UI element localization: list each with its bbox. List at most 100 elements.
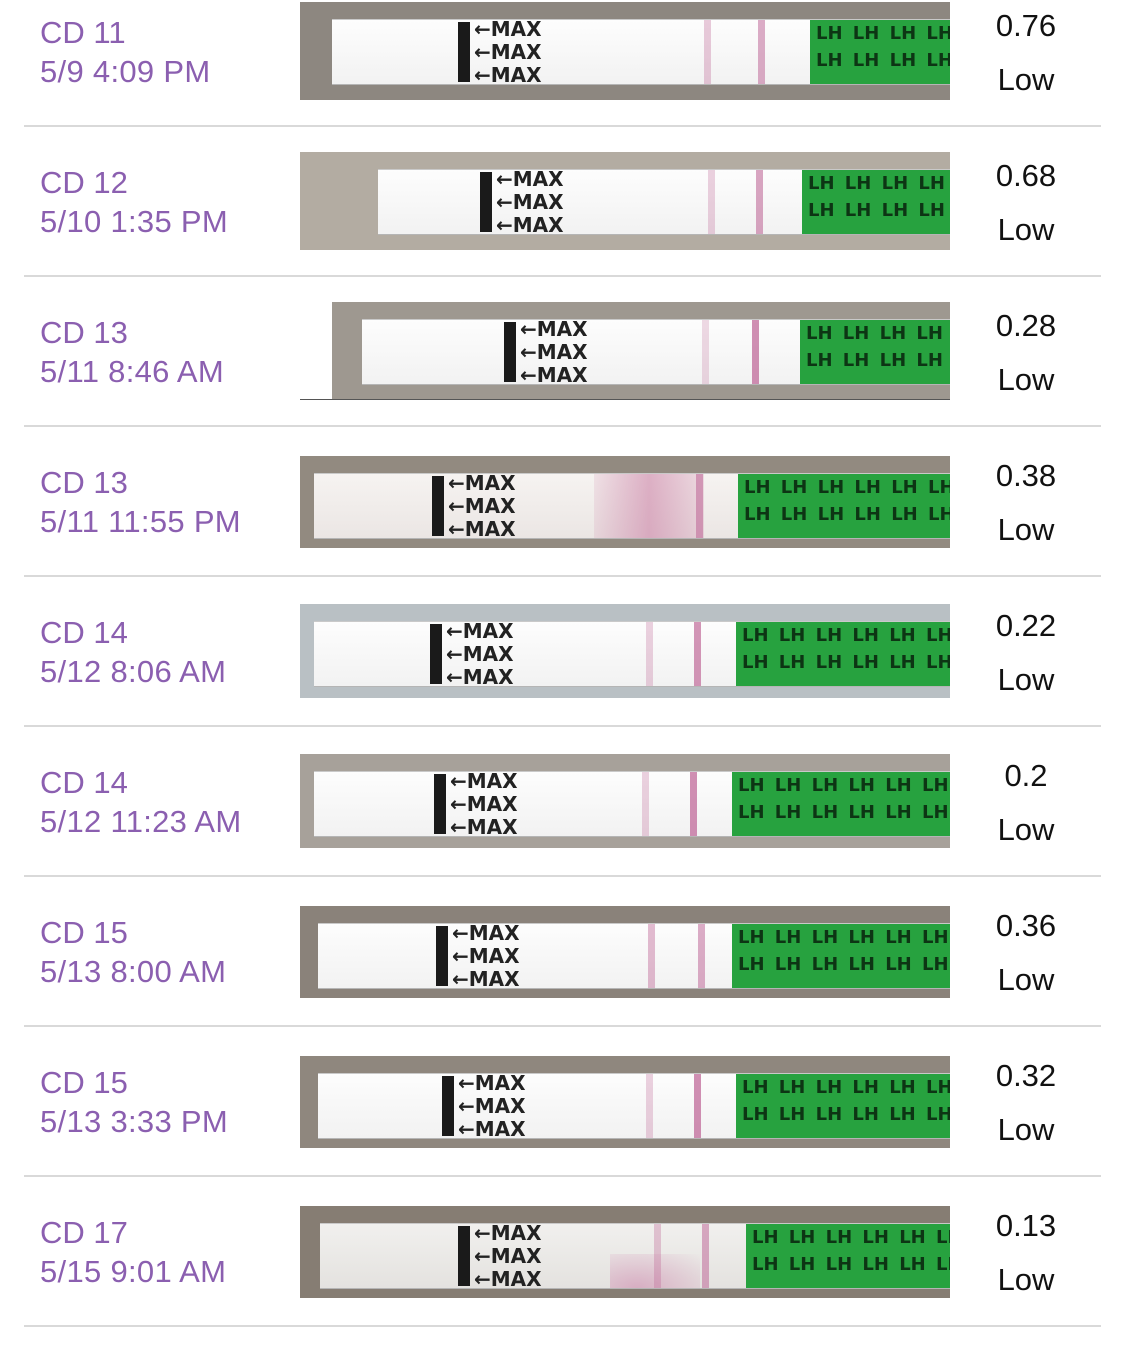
row-divider — [24, 875, 1101, 877]
lh-label: LH LH LH LH LH LH — [806, 350, 950, 371]
test-strip-photo[interactable]: ←MAX ←MAX ←MAX LH LH LH LH LH LH LH LH L… — [300, 906, 950, 998]
lh-label: LH LH LH LH LH LH — [738, 927, 949, 948]
cycle-day: CD 11 — [40, 15, 126, 50]
list-item[interactable]: CD 11 5/9 4:09 PM ←MAX ←MAX ←MAX LH LH L… — [0, 0, 1125, 150]
cycle-day: CD 14 — [40, 765, 128, 800]
lh-level: Low — [997, 812, 1055, 847]
max-label: ←MAX — [474, 40, 542, 64]
test-time: 5/9 4:09 PM — [40, 54, 211, 89]
row-divider — [24, 275, 1101, 277]
max-label: ←MAX — [474, 63, 542, 85]
lh-level: Low — [997, 362, 1055, 397]
list-item[interactable]: CD 13 5/11 11:55 PM ←MAX ←MAX ←MAX LH LH… — [0, 450, 1125, 600]
list-item[interactable]: CD 15 5/13 8:00 AM ←MAX ←MAX ←MAX LH LH … — [0, 900, 1125, 1050]
lh-value: 0.68 — [995, 158, 1057, 193]
lh-label: LH LH LH LH LH LH — [738, 954, 949, 975]
list-item[interactable]: CD 15 5/13 3:33 PM ←MAX ←MAX ←MAX LH LH … — [0, 1050, 1125, 1200]
max-label: ←MAX — [496, 213, 564, 235]
lh-label: LH LH LH LH LH LH — [744, 477, 950, 498]
max-label: ←MAX — [452, 967, 520, 989]
max-label: ←MAX — [496, 169, 564, 191]
cycle-day: CD 14 — [40, 615, 128, 650]
max-label: ←MAX — [458, 1094, 526, 1118]
max-label: ←MAX — [474, 1244, 542, 1268]
lh-level: Low — [997, 962, 1055, 997]
test-time: 5/15 9:01 AM — [40, 1254, 227, 1289]
row-divider — [24, 725, 1101, 727]
max-label: ←MAX — [520, 340, 588, 364]
test-strip-photo[interactable]: ←MAX ←MAX ←MAX LH LH LH LH LH LH LH LH L… — [300, 456, 950, 548]
max-label: ←MAX — [450, 771, 518, 793]
test-strip-photo[interactable]: ←MAX ←MAX ←MAX LH LH LH LH LH LH LH LH L… — [300, 604, 950, 698]
lh-level: Low — [997, 1262, 1055, 1297]
lh-value: 0.76 — [995, 8, 1057, 43]
max-label: ←MAX — [446, 621, 514, 643]
lh-label: LH LH LH LH LH LH — [742, 652, 950, 673]
lh-label: LH LH LH LH LH LH — [752, 1254, 950, 1275]
max-label: ←MAX — [474, 1223, 542, 1245]
test-strip-photo[interactable]: ←MAX ←MAX ←MAX LH LH LH LH LH LH LH LH L… — [300, 1056, 950, 1148]
cycle-day: CD 15 — [40, 1065, 128, 1100]
test-time: 5/11 8:46 AM — [40, 354, 224, 389]
test-strip-photo[interactable]: ←MAX ←MAX ←MAX LH LH LH LH LH LH LH LH L… — [300, 2, 950, 100]
lh-label: LH LH LH LH LH LH — [808, 200, 950, 221]
max-label: ←MAX — [450, 792, 518, 816]
test-time: 5/12 11:23 AM — [40, 804, 242, 839]
lh-value: 0.32 — [995, 1058, 1057, 1093]
lh-label: LH LH LH LH LH LH — [816, 23, 950, 44]
lh-value: 0.13 — [995, 1208, 1057, 1243]
cycle-day: CD 13 — [40, 315, 128, 350]
test-strip-photo[interactable]: ←MAX ←MAX ←MAX LH LH LH LH LH LH LH LH L… — [300, 1206, 950, 1298]
list-item[interactable]: CD 14 5/12 8:06 AM ←MAX ←MAX ←MAX LH LH … — [0, 600, 1125, 750]
max-label: ←MAX — [520, 363, 588, 385]
lh-label: LH LH LH LH LH LH — [742, 1077, 950, 1098]
max-label: ←MAX — [448, 517, 516, 539]
lh-value: 0.22 — [995, 608, 1057, 643]
test-time: 5/12 8:06 AM — [40, 654, 227, 689]
lh-level: Low — [997, 62, 1055, 97]
cycle-day: CD 12 — [40, 165, 128, 200]
lh-label: LH LH LH LH LH LH — [806, 323, 950, 344]
lh-label: LH LH LH LH LH LH — [738, 802, 949, 823]
row-divider — [24, 425, 1101, 427]
lh-level: Low — [997, 512, 1055, 547]
max-label: ←MAX — [520, 319, 588, 341]
max-label: ←MAX — [496, 190, 564, 214]
max-label: ←MAX — [448, 494, 516, 518]
max-label: ←MAX — [474, 1267, 542, 1289]
max-label: ←MAX — [458, 1073, 526, 1095]
max-label: ←MAX — [458, 1117, 526, 1139]
test-strip-photo[interactable]: ←MAX ←MAX ←MAX LH LH LH LH LH LH LH LH L… — [300, 152, 950, 250]
lh-label: LH LH LH LH LH LH — [752, 1227, 950, 1248]
list-item[interactable]: CD 13 5/11 8:46 AM ←MAX ←MAX ←MAX LH LH … — [0, 300, 1125, 450]
lh-value: 0.28 — [995, 308, 1057, 343]
lh-label: LH LH LH LH LH LH — [816, 50, 950, 71]
row-divider — [24, 1175, 1101, 1177]
lh-level: Low — [997, 212, 1055, 247]
max-label: ←MAX — [452, 944, 520, 968]
lh-level: Low — [997, 662, 1055, 697]
row-divider — [24, 575, 1101, 577]
max-label: ←MAX — [450, 815, 518, 837]
test-strip-photo[interactable]: ←MAX ←MAX ←MAX LH LH LH LH LH LH LH LH L… — [300, 754, 950, 848]
lh-label: LH LH LH LH LH LH — [738, 775, 949, 796]
lh-label: LH LH LH LH LH LH — [808, 173, 950, 194]
cycle-day: CD 13 — [40, 465, 128, 500]
lh-label: LH LH LH LH LH LH — [744, 504, 950, 525]
test-time: 5/10 1:35 PM — [40, 204, 228, 239]
lh-value: 0.2 — [1004, 758, 1048, 793]
list-item[interactable]: CD 14 5/12 11:23 AM ←MAX ←MAX ←MAX LH LH… — [0, 750, 1125, 900]
lh-value: 0.38 — [995, 458, 1057, 493]
row-divider — [24, 1325, 1101, 1327]
row-divider — [24, 1025, 1101, 1027]
row-divider — [24, 125, 1101, 127]
cycle-day: CD 17 — [40, 1215, 128, 1250]
max-label: ←MAX — [452, 923, 520, 945]
list-item[interactable]: CD 17 5/15 9:01 AM ←MAX ←MAX ←MAX LH LH … — [0, 1200, 1125, 1350]
test-strip-photo[interactable]: ←MAX ←MAX ←MAX LH LH LH LH LH LH LH LH L… — [300, 302, 950, 400]
list-item[interactable]: CD 12 5/10 1:35 PM ←MAX ←MAX ←MAX LH LH … — [0, 150, 1125, 300]
max-label: ←MAX — [446, 642, 514, 666]
test-time: 5/11 11:55 PM — [40, 504, 241, 539]
max-label: ←MAX — [446, 665, 514, 687]
lh-label: LH LH LH LH LH LH — [742, 1104, 950, 1125]
